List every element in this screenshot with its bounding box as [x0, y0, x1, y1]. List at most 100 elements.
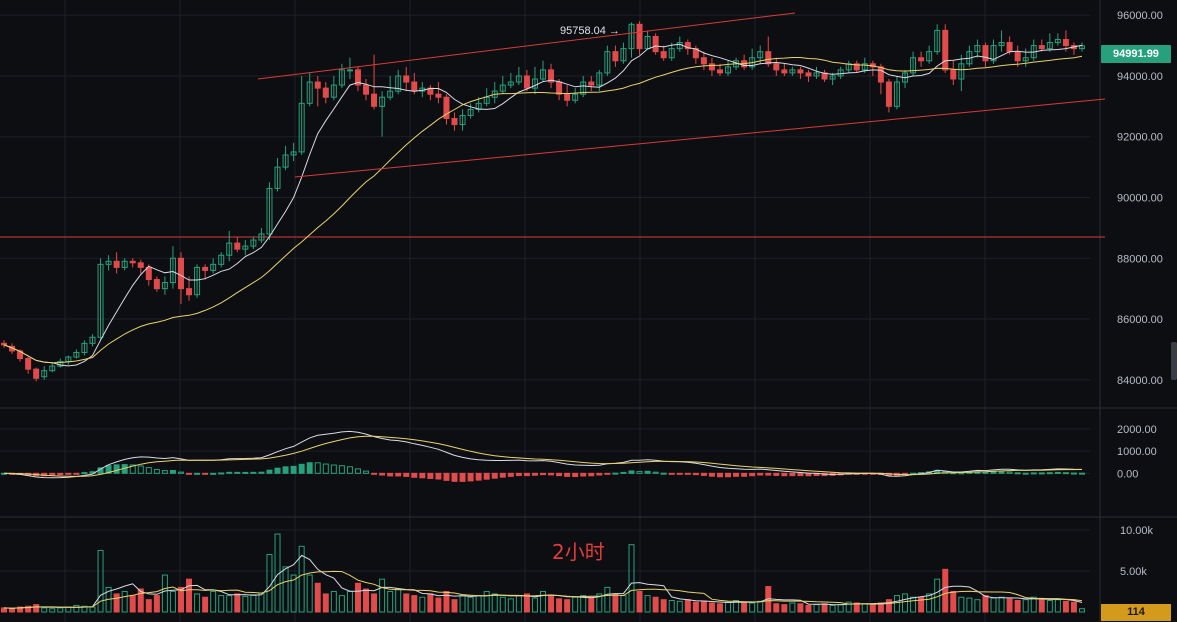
candle-body [660, 51, 667, 59]
macd-histogram-bar [298, 463, 305, 474]
volume-bar [741, 601, 748, 613]
macd-histogram-bar [572, 472, 579, 478]
macd-histogram-bar [789, 472, 796, 477]
macd-histogram-bar [515, 472, 522, 477]
volume-bar [531, 597, 538, 613]
price-tick-label: 88000.00 [1117, 253, 1163, 265]
candle-body [186, 288, 193, 296]
volume-bar [451, 599, 458, 613]
volume-bar [17, 606, 24, 613]
volume-bar [1079, 608, 1085, 613]
volume-bar [548, 595, 555, 613]
volume-bar [1014, 600, 1021, 613]
macd-histogram-bar [177, 471, 184, 474]
candle-body [781, 69, 788, 74]
candle-body [548, 69, 555, 83]
volume-bar [918, 596, 925, 613]
candle-body [73, 351, 80, 358]
macd-histogram-bar [805, 472, 812, 477]
candle-body [218, 254, 225, 265]
macd-histogram-bar [692, 472, 699, 476]
candle-body [97, 263, 104, 338]
candle-body [202, 266, 209, 271]
candle-body [797, 69, 804, 74]
macd-histogram-bar [250, 471, 257, 474]
candle-body [805, 72, 812, 77]
volume-bar [885, 599, 892, 613]
candle-body [942, 29, 949, 71]
volume-bar [636, 590, 643, 613]
candle-body [990, 45, 997, 62]
volume-bar [725, 601, 732, 613]
volume-bar [161, 574, 168, 613]
volume-tick-label: 5.00k [1120, 566, 1147, 578]
candle-body [330, 84, 337, 98]
volume-bar [25, 605, 32, 613]
candle-body [1079, 45, 1085, 50]
volume-bar [1070, 601, 1077, 613]
volume-bar [861, 603, 868, 613]
volume-bar [202, 596, 209, 613]
macd-histogram-bar [1038, 472, 1045, 475]
volume-bar [797, 603, 804, 613]
macd-histogram-bar [636, 470, 643, 474]
volume-bar [73, 604, 80, 613]
macd-histogram-bar [475, 472, 482, 481]
macd-histogram-bar [708, 472, 715, 477]
volume-bar [314, 582, 321, 613]
macd-histogram-bar [548, 472, 555, 476]
candle-body [250, 239, 257, 247]
candle-body [161, 282, 168, 290]
volume-tick-label: 10.00k [1120, 525, 1154, 537]
volume-bar [604, 586, 611, 613]
volume-bar [845, 601, 852, 613]
high-price-annotation: 95758.04 → [560, 25, 620, 37]
volume-bar [338, 595, 345, 613]
candle-body [885, 81, 892, 107]
candle-body [153, 279, 160, 290]
macd-histogram-bar [379, 472, 386, 476]
macd-histogram-bar [363, 470, 370, 474]
volume-bar [821, 603, 828, 613]
macd-histogram-bar [982, 471, 989, 474]
volume-bar [419, 596, 426, 613]
last-volume-tag: 114 [1101, 604, 1171, 621]
volume-bar [676, 600, 683, 613]
volume-bar [491, 593, 498, 613]
candle-body [1046, 42, 1053, 50]
candle-body [628, 23, 635, 50]
macd-histogram-bar [443, 472, 450, 481]
volume-bar [942, 568, 949, 613]
macd-histogram-bar [322, 463, 329, 474]
volume-bar [1038, 598, 1045, 613]
volume-bar [733, 600, 740, 613]
volume-bar [169, 590, 176, 613]
volume-bar [515, 595, 522, 613]
volume-bar [379, 578, 386, 613]
macd-histogram-bar [741, 472, 748, 477]
candle-body [145, 266, 152, 281]
candle-body [596, 72, 603, 86]
price-scale-handle[interactable] [1171, 342, 1177, 380]
volume-bar [853, 602, 860, 613]
volume-bar [966, 597, 973, 613]
macd-histogram-bar [684, 472, 691, 475]
candle-body [346, 69, 353, 72]
macd-histogram-bar [202, 472, 209, 475]
volume-bar [716, 603, 723, 613]
volume-bar [234, 593, 241, 613]
candle-body [853, 63, 860, 71]
candle-body [306, 81, 313, 104]
macd-histogram-bar [218, 472, 225, 475]
volume-bar [499, 596, 506, 613]
macd-histogram-bar [531, 472, 538, 476]
volume-bar [387, 590, 394, 613]
candle-body [926, 51, 933, 62]
macd-histogram-bar [604, 472, 611, 475]
candle-body [700, 57, 707, 65]
macd-histogram-bar [371, 472, 378, 475]
candle-body [354, 69, 361, 86]
volume-bar [242, 595, 249, 613]
